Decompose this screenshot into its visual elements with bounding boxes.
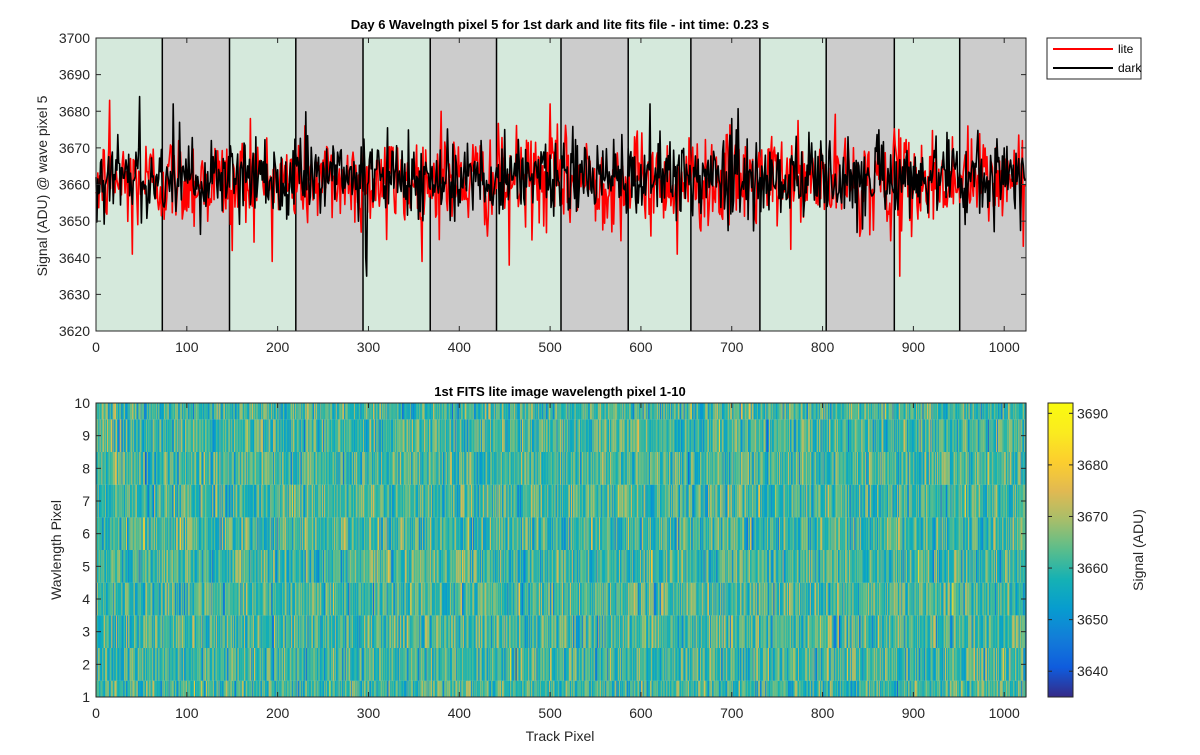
y-tick-label: 3650: [59, 213, 90, 229]
x-tick-label: 900: [902, 339, 926, 355]
y-tick-label: 3630: [59, 286, 90, 302]
heatmap-title: 1st FITS lite image wavelength pixel 1-1…: [434, 384, 685, 399]
y-tick-label: 3680: [59, 103, 90, 119]
x-tick-label: 200: [266, 339, 290, 355]
heatmap-chart: 1st FITS lite image wavelength pixel 1-1…: [48, 384, 1027, 744]
y-tick-label: 3670: [59, 140, 90, 156]
heatmap-cells: [96, 403, 1027, 697]
legend-label-dark: dark: [1118, 61, 1142, 75]
y-tick-label: 3620: [59, 323, 90, 339]
legend-label-lite: lite: [1118, 42, 1134, 56]
x-tick-label: 700: [720, 339, 744, 355]
x-tick-label: 600: [629, 339, 653, 355]
legend: lite dark: [1047, 38, 1142, 79]
y-tick-label: 3660: [59, 177, 90, 193]
y-tick-label: 3640: [59, 250, 90, 266]
line-chart: Day 6 Wavelngth pixel 5 for 1st dark and…: [34, 17, 1026, 355]
line-chart-ylabel: Signal (ADU) @ wave pixel 5: [34, 95, 50, 276]
x-tick-label: 1000: [989, 339, 1020, 355]
line-chart-title: Day 6 Wavelngth pixel 5 for 1st dark and…: [351, 17, 770, 32]
y-tick-label: 3690: [59, 67, 90, 83]
x-tick-label: 300: [357, 339, 381, 355]
x-tick-label: 800: [811, 339, 835, 355]
x-tick-label: 0: [92, 339, 100, 355]
x-tick-label: 400: [448, 339, 472, 355]
y-tick-label: 3700: [59, 30, 90, 46]
x-tick-label: 500: [538, 339, 562, 355]
x-tick-label: 100: [175, 339, 199, 355]
